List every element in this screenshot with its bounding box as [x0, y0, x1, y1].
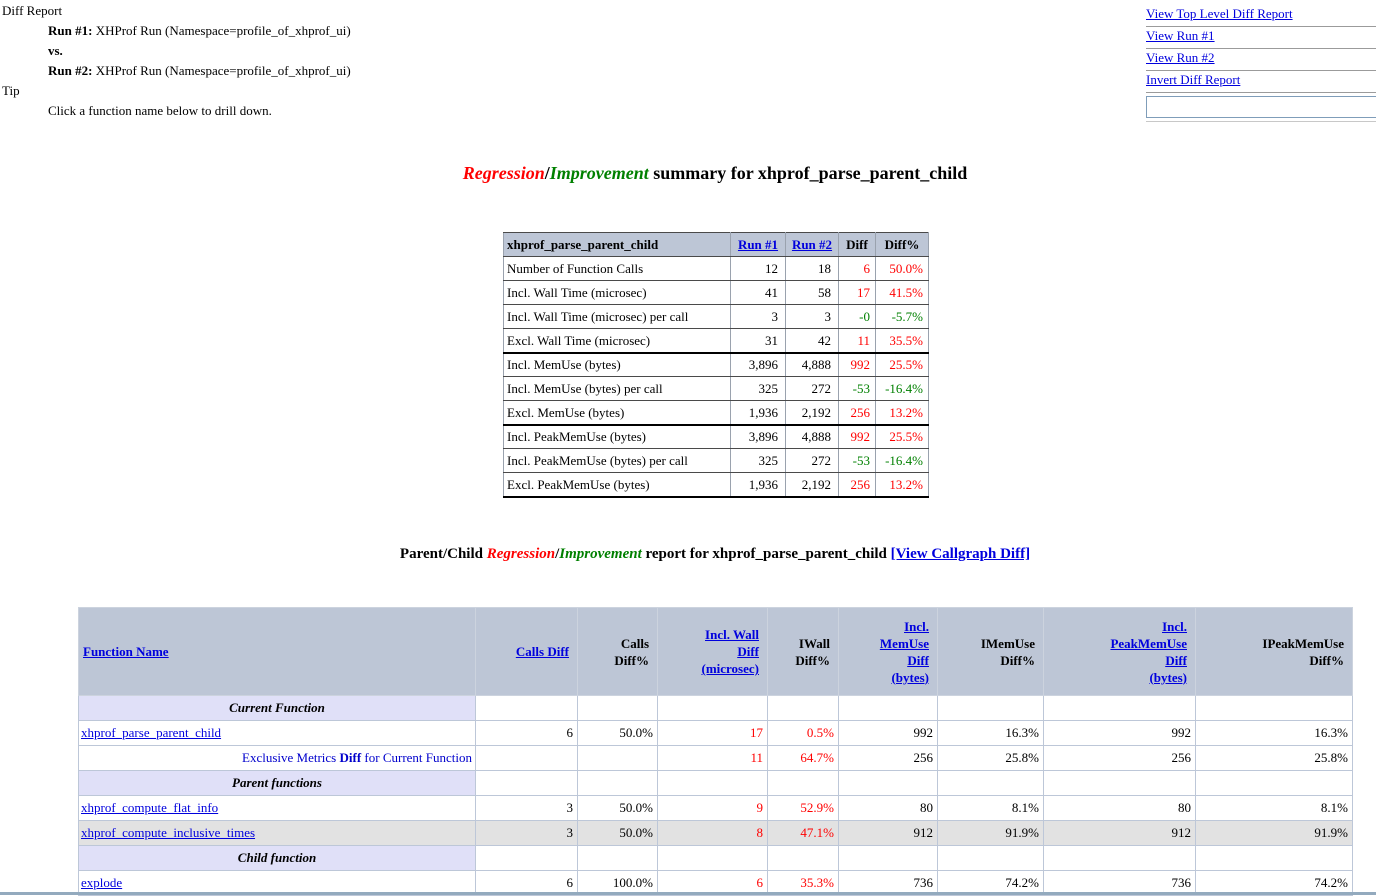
- parent-child-table: Function Name Calls Diff Calls Diff% Incl…: [78, 607, 1353, 896]
- band-row-child-function: Child function: [78, 845, 1353, 871]
- summary-title-rest: summary for xhprof_parse_parent_child: [648, 163, 968, 183]
- invert-diff-report-link[interactable]: Invert Diff Report: [1146, 72, 1241, 87]
- report-title: Parent/Child Regression/Improvement repo…: [399, 546, 1031, 562]
- summary-table: xhprof_parse_parent_child Run #1 Run #2 …: [503, 232, 929, 498]
- improvement-word: Improvement: [559, 546, 642, 562]
- summary-row: Number of Function Calls 12 18 6 50.0%: [503, 256, 929, 281]
- view-run2-link[interactable]: View Run #2: [1146, 50, 1215, 65]
- iwall-diffpct-header: IWall Diff%: [767, 607, 839, 696]
- function-link[interactable]: xhprof_compute_flat_info: [81, 800, 219, 815]
- summary-row: Incl. MemUse (bytes) 3,896 4,888 992 25.…: [503, 352, 929, 377]
- function-row: explode 6 100.0% 6 35.3% 736 74.2% 736 7…: [78, 870, 1353, 896]
- sort-incl-memuse-diff-link[interactable]: Incl. MemUse Diff (bytes): [879, 618, 929, 685]
- view-top-level-diff-report-link[interactable]: View Top Level Diff Report: [1146, 6, 1293, 21]
- report-header-row: Function Name Calls Diff Calls Diff% Incl…: [78, 607, 1353, 696]
- summary-title: Regression/Improvement summary for xhpro…: [462, 163, 968, 183]
- diff-column-header: Diff: [838, 232, 876, 257]
- run2-label: Run #2:: [48, 63, 93, 78]
- top-nav: View Top Level Diff Report View Run #1 V…: [1146, 5, 1376, 122]
- nav-row: View Run #1: [1146, 27, 1376, 49]
- summary-row: Incl. Wall Time (microsec) per call 3 3 …: [503, 304, 929, 329]
- sort-calls-diff-link[interactable]: Calls Diff: [515, 644, 569, 659]
- sort-function-name-link[interactable]: Function Name: [83, 644, 169, 659]
- function-link[interactable]: xhprof_compute_inclusive_times: [81, 825, 256, 840]
- calls-diffpct-header: Calls Diff%: [577, 607, 658, 696]
- regression-word: Regression: [462, 163, 545, 183]
- sort-incl-wall-diff-link[interactable]: Incl. Wall Diff (microsec): [701, 627, 759, 676]
- diff-report-heading: Diff Report: [2, 3, 63, 18]
- summary-row: Incl. Wall Time (microsec) 41 58 17 41.5…: [503, 280, 929, 305]
- ipeakmemuse-diffpct-header: IPeakMemUse Diff%: [1195, 607, 1353, 696]
- view-run1-link[interactable]: View Run #1: [1146, 28, 1215, 43]
- tip-text: Click a function name below to drill dow…: [48, 103, 272, 118]
- summary-row: Incl. PeakMemUse (bytes) per call 325 27…: [503, 448, 929, 473]
- summary-row: Incl. MemUse (bytes) per call 325 272 -5…: [503, 376, 929, 401]
- run1-column-link[interactable]: Run #1: [737, 237, 779, 252]
- summary-function-name: xhprof_parse_parent_child: [503, 232, 731, 257]
- run1-label: Run #1:: [48, 23, 93, 38]
- function-row: xhprof_compute_flat_info 3 50.0% 9 52.9%…: [78, 795, 1353, 821]
- view-callgraph-diff-link[interactable]: [View Callgraph Diff]: [890, 546, 1031, 562]
- run1-line: Run #1: XHProf Run (Namespace=profile_of…: [48, 21, 1376, 41]
- nav-row: View Run #2: [1146, 49, 1376, 71]
- band-row-current-function: Current Function: [78, 695, 1353, 721]
- window-bottom-edge: [0, 892, 1376, 895]
- function-search-input[interactable]: [1146, 96, 1376, 118]
- run1-text: XHProf Run (Namespace=profile_of_xhprof_…: [95, 23, 351, 38]
- summary-row: Excl. Wall Time (microsec) 31 42 11 35.5…: [503, 328, 929, 354]
- sort-incl-peakmemuse-diff-link[interactable]: Incl. PeakMemUse Diff (bytes): [1110, 618, 1187, 685]
- nav-divider: [1146, 118, 1376, 122]
- improvement-word: Improvement: [549, 163, 649, 183]
- run2-column-link[interactable]: Run #2: [791, 237, 833, 252]
- summary-row: Incl. PeakMemUse (bytes) 3,896 4,888 992…: [503, 424, 929, 449]
- band-row-parent-functions: Parent functions: [78, 770, 1353, 796]
- nav-row: Invert Diff Report: [1146, 71, 1376, 93]
- vs-line: vs.: [48, 43, 63, 58]
- function-link[interactable]: xhprof_parse_parent_child: [81, 725, 222, 740]
- diff-report-description: Diff Report Run #1: XHProf Run (Namespac…: [0, 0, 1376, 121]
- run2-text: XHProf Run (Namespace=profile_of_xhprof_…: [95, 63, 351, 78]
- function-row: xhprof_compute_inclusive_times 3 50.0% 8…: [78, 820, 1353, 846]
- tip-heading: Tip: [2, 83, 20, 98]
- nav-row: View Top Level Diff Report: [1146, 5, 1376, 27]
- run2-line: Run #2: XHProf Run (Namespace=profile_of…: [48, 61, 1376, 81]
- function-link[interactable]: explode: [81, 875, 123, 890]
- summary-header-row: xhprof_parse_parent_child Run #1 Run #2 …: [503, 232, 929, 257]
- summary-row: Excl. MemUse (bytes) 1,936 2,192 256 13.…: [503, 400, 929, 426]
- summary-row: Excl. PeakMemUse (bytes) 1,936 2,192 256…: [503, 472, 929, 498]
- regression-word: Regression: [486, 546, 556, 562]
- imemuse-diffpct-header: IMemUse Diff%: [937, 607, 1044, 696]
- function-row: xhprof_parse_parent_child 6 50.0% 17 0.5…: [78, 720, 1353, 746]
- diffpct-column-header: Diff%: [875, 232, 929, 257]
- exclusive-metrics-label: Exclusive Metrics Diff for Current Funct…: [78, 745, 476, 771]
- exclusive-metrics-row: Exclusive Metrics Diff for Current Funct…: [78, 745, 1353, 771]
